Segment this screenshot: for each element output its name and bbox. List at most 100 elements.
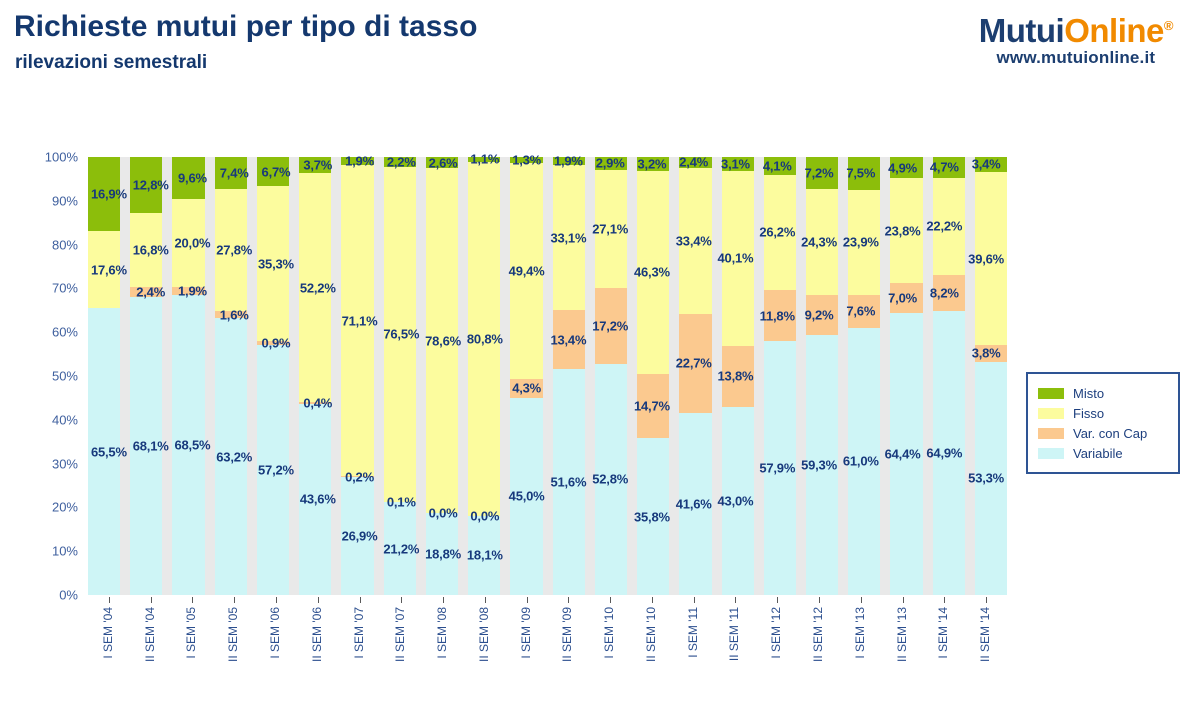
bar-value-label: 1,9%	[345, 153, 374, 169]
bar-segment-variabile	[299, 403, 332, 595]
bar-value-label: 61,0%	[842, 453, 879, 469]
bar-segment-variabile	[679, 412, 712, 595]
bar-i-sem-08	[415, 157, 459, 595]
bar-segment-variabile	[130, 297, 163, 595]
bar-value-label: 52,8%	[592, 471, 629, 487]
bar-segment-var-con-cap	[932, 274, 965, 311]
bar-segment-misto	[256, 157, 290, 187]
bar-segment-fisso	[637, 171, 670, 374]
bar-value-label: 41,6%	[675, 496, 712, 512]
legend-swatch-icon	[1038, 447, 1064, 459]
y-tick-label: 90%	[51, 193, 78, 209]
legend-label: Fisso	[1073, 405, 1105, 421]
x-tick	[401, 597, 403, 603]
bar-value-label: 8,2%	[929, 285, 959, 301]
bar-value-label: 51,6%	[550, 474, 587, 490]
brand-name: MutuiOnline®	[978, 12, 1174, 49]
bar-value-label: 4,1%	[762, 158, 792, 174]
bar-i-sem-13	[838, 157, 881, 595]
bar-segment-misto	[679, 157, 712, 168]
x-tick	[359, 597, 361, 603]
bar-value-label: 57,2%	[258, 462, 294, 478]
x-tick-label: II SEM '05	[226, 607, 241, 662]
x-tick	[610, 597, 612, 603]
bar-segment-fisso	[679, 167, 712, 314]
bar-i-sem-11	[669, 157, 712, 595]
legend-swatch-icon	[1038, 427, 1064, 439]
x-tick-label: I SEM '08	[435, 607, 450, 659]
bar-segment-fisso	[256, 186, 290, 341]
bar-segment-misto	[552, 157, 585, 166]
bar-ii-sem-08	[458, 157, 501, 595]
x-tick-label: II SEM '07	[393, 607, 408, 662]
bar-segment-variabile	[214, 318, 247, 595]
bar-segment-misto	[88, 157, 121, 232]
bar-value-label: 1,9%	[178, 283, 207, 299]
bar-value-label: 2,2%	[386, 154, 416, 170]
bar-segment-fisso	[552, 165, 585, 311]
bar-segment-variabile	[974, 361, 1008, 595]
bar-segment-fisso	[130, 213, 163, 287]
legend-item-misto: Misto	[1038, 383, 1168, 403]
bar-value-label: 0,1%	[386, 494, 416, 510]
bar-segment-fisso	[974, 171, 1008, 346]
x-tick-label: I SEM '04	[100, 607, 115, 659]
bar-value-label: 63,2%	[216, 449, 253, 465]
legend-item-variabile: Variabile	[1038, 443, 1168, 463]
bar-ii-sem-06	[289, 157, 332, 595]
bar-segment-misto	[341, 157, 374, 166]
bar-i-sem-07	[331, 157, 374, 595]
bar-ii-sem-05	[204, 157, 247, 595]
bar-value-label: 2,4%	[679, 154, 709, 170]
bar-segment-misto	[763, 157, 796, 175]
bar-value-label: 6,7%	[261, 164, 291, 180]
bar-value-label: 13,8%	[717, 368, 754, 384]
bar-value-label: 33,4%	[675, 233, 712, 249]
bar-segment-misto	[299, 157, 332, 174]
y-tick-label: 30%	[51, 456, 78, 472]
x-tick-label: II SEM '13	[894, 607, 909, 662]
bar-segment-fisso	[383, 166, 416, 502]
bar-ii-sem-10	[627, 157, 670, 595]
bar-segment-misto	[510, 157, 543, 163]
bar-value-label: 33,1%	[550, 230, 587, 246]
x-tick	[777, 597, 779, 603]
bar-value-label: 7,2%	[804, 165, 834, 181]
bar-value-label: 22,2%	[926, 218, 963, 234]
bar-value-label: 2,4%	[136, 284, 166, 300]
bar-value-label: 23,9%	[842, 234, 879, 250]
bar-value-label: 3,4%	[971, 156, 1001, 172]
bar-value-label: 64,4%	[884, 446, 921, 462]
x-tick-label: I SEM '07	[351, 607, 366, 659]
x-tick-label: I SEM '06	[267, 607, 282, 659]
bar-value-label: 9,2%	[804, 307, 834, 323]
x-tick-label: I SEM '13	[852, 607, 867, 659]
legend-label: Misto	[1073, 385, 1105, 401]
bar-segment-var-con-cap	[299, 402, 332, 404]
bar-segment-variabile	[637, 438, 670, 595]
registered-mark-icon: ®	[1163, 18, 1174, 33]
bar-segment-var-con-cap	[890, 282, 923, 314]
bar-segment-misto	[172, 157, 205, 200]
bar-value-label: 20,0%	[174, 235, 211, 251]
bar-ii-sem-12	[795, 157, 839, 595]
x-tick-label: I SEM '11	[685, 607, 700, 658]
x-tick	[735, 597, 737, 603]
bar-value-label: 68,5%	[174, 437, 211, 453]
x-tick	[526, 597, 528, 603]
bar-value-label: 7,6%	[846, 303, 876, 319]
y-tick-label: 20%	[51, 499, 78, 515]
bar-segment-fisso	[594, 169, 628, 289]
bar-value-label: 16,9%	[90, 186, 127, 202]
bar-ii-sem-07	[373, 157, 416, 595]
bar-value-label: 18,8%	[425, 546, 461, 562]
bar-segment-misto	[425, 157, 459, 169]
bar-segment-variabile	[425, 512, 459, 595]
bar-value-label: 1,6%	[219, 307, 249, 323]
bar-value-label: 7,0%	[888, 290, 917, 306]
brand-logo: MutuiOnline® www.mutuionline.it	[978, 12, 1174, 66]
brand-name-mutui: Mutui	[978, 12, 1065, 49]
legend-swatch-icon	[1038, 387, 1064, 399]
bar-segment-var-con-cap	[172, 286, 205, 295]
